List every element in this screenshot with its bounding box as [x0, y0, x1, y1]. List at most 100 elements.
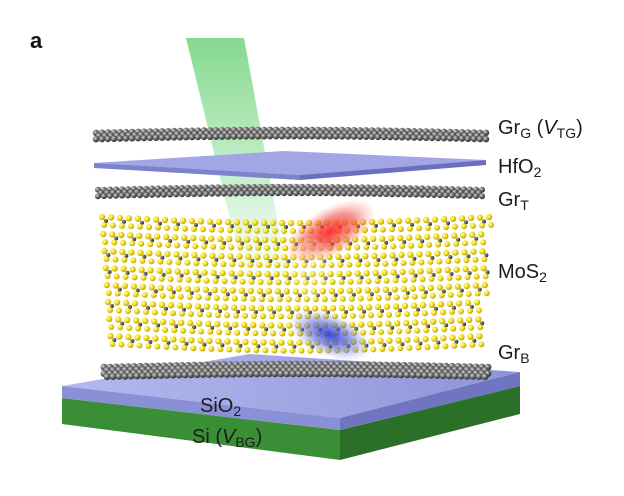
graphene-atom	[386, 133, 394, 141]
graphene-atom	[476, 135, 484, 143]
sulfur-atom	[471, 239, 478, 246]
molybdenum-atom	[372, 326, 377, 331]
sulfur-atom	[271, 236, 278, 244]
sulfur-atom	[199, 345, 206, 352]
sulfur-atom	[115, 316, 122, 323]
sulfur-atom	[394, 320, 401, 327]
graphene-atom	[185, 191, 191, 198]
sulfur-atom	[381, 269, 388, 276]
sulfur-atom	[427, 258, 434, 265]
sulfur-atom	[104, 273, 111, 279]
sulfur-atom	[192, 269, 199, 276]
sulfur-atom	[107, 332, 114, 340]
sulfur-atom	[423, 327, 430, 334]
sulfur-atom	[158, 275, 165, 282]
molybdenum-atom	[444, 323, 449, 328]
sulfur-atom	[134, 215, 142, 222]
sulfur-atom	[403, 319, 410, 327]
sulfur-atom	[345, 270, 352, 277]
molybdenum-atom	[176, 222, 180, 227]
molybdenum-atom	[189, 291, 194, 295]
sulfur-atom	[356, 304, 364, 311]
molybdenum-atom	[459, 288, 464, 293]
molybdenum-atom	[387, 291, 392, 296]
sulfur-atom	[457, 317, 464, 324]
molybdenum-atom	[482, 219, 486, 224]
graphene-atom	[349, 370, 357, 378]
sulfur-atom	[433, 233, 440, 240]
sulfur-atom	[110, 248, 117, 255]
sulfur-atom	[269, 313, 275, 320]
sulfur-atom	[435, 267, 442, 274]
graphene-atom	[109, 373, 117, 380]
graphene-atom	[137, 192, 143, 199]
sulfur-atom	[450, 325, 457, 332]
graphene-atom	[367, 370, 375, 378]
sulfur-atom	[432, 326, 439, 333]
molybdenum-atom	[104, 219, 108, 223]
graphene-atom	[341, 190, 347, 197]
sulfur-atom	[152, 309, 158, 316]
graphene-atom	[92, 136, 100, 143]
graphene-atom	[115, 373, 123, 380]
graphene-atom	[427, 372, 435, 379]
graphene-atom	[167, 191, 173, 198]
sulfur-atom	[451, 232, 458, 239]
sulfur-atom	[398, 226, 404, 232]
sulfur-atom	[138, 240, 145, 247]
graphene-atom	[338, 133, 346, 140]
sulfur-atom	[196, 320, 203, 327]
sulfur-atom	[410, 302, 418, 309]
graphene-atom	[344, 133, 352, 140]
molybdenum-atom	[197, 274, 202, 279]
molybdenum-atom	[366, 241, 371, 246]
graphene-atom	[323, 190, 329, 197]
sulfur-atom	[228, 270, 235, 277]
sulfur-atom	[185, 302, 193, 310]
graphene-atom	[271, 370, 279, 378]
sulfur-atom	[156, 241, 163, 248]
sulfur-atom	[425, 225, 431, 231]
sulfur-atom	[473, 299, 481, 306]
sulfur-atom	[388, 235, 395, 242]
sulfur-atom	[401, 277, 408, 283]
sulfur-atom	[183, 242, 190, 249]
sulfur-atom	[174, 268, 181, 275]
molybdenum-atom	[470, 304, 474, 309]
sulfur-atom	[365, 278, 372, 285]
graphene-atom	[278, 133, 286, 140]
graphene-atom	[173, 191, 179, 198]
sulfur-atom	[214, 320, 221, 328]
sulfur-atom	[415, 344, 422, 351]
sulfur-atom	[211, 260, 218, 267]
graphene-atom	[377, 191, 383, 197]
sulfur-atom	[228, 244, 235, 251]
sulfur-atom	[458, 334, 465, 341]
sulfur-atom	[413, 336, 420, 343]
graphene-atom	[113, 192, 119, 199]
graphene-atom	[371, 190, 377, 197]
sulfur-atom	[107, 307, 113, 313]
molybdenum-atom	[114, 236, 119, 241]
sulfur-atom	[119, 222, 125, 229]
molybdenum-atom	[428, 222, 432, 226]
graphene-atom	[277, 370, 285, 378]
graphene-atom	[223, 370, 231, 378]
sulfur-atom	[377, 312, 383, 318]
sulfur-atom	[158, 301, 166, 308]
sulfur-atom	[227, 227, 233, 234]
sulfur-atom	[209, 226, 215, 233]
molybdenum-atom	[143, 271, 148, 276]
sulfur-atom	[200, 252, 207, 259]
molybdenum-atom	[166, 340, 171, 345]
sulfur-atom	[121, 282, 128, 290]
sulfur-atom	[406, 344, 413, 351]
sulfur-atom	[303, 296, 310, 303]
graphene-atom	[236, 133, 244, 140]
graphene-atom	[158, 134, 166, 141]
sulfur-atom	[219, 269, 226, 277]
sulfur-atom	[377, 218, 385, 225]
sulfur-atom	[164, 224, 170, 231]
sulfur-atom	[488, 222, 494, 228]
sulfur-atom	[260, 219, 268, 226]
